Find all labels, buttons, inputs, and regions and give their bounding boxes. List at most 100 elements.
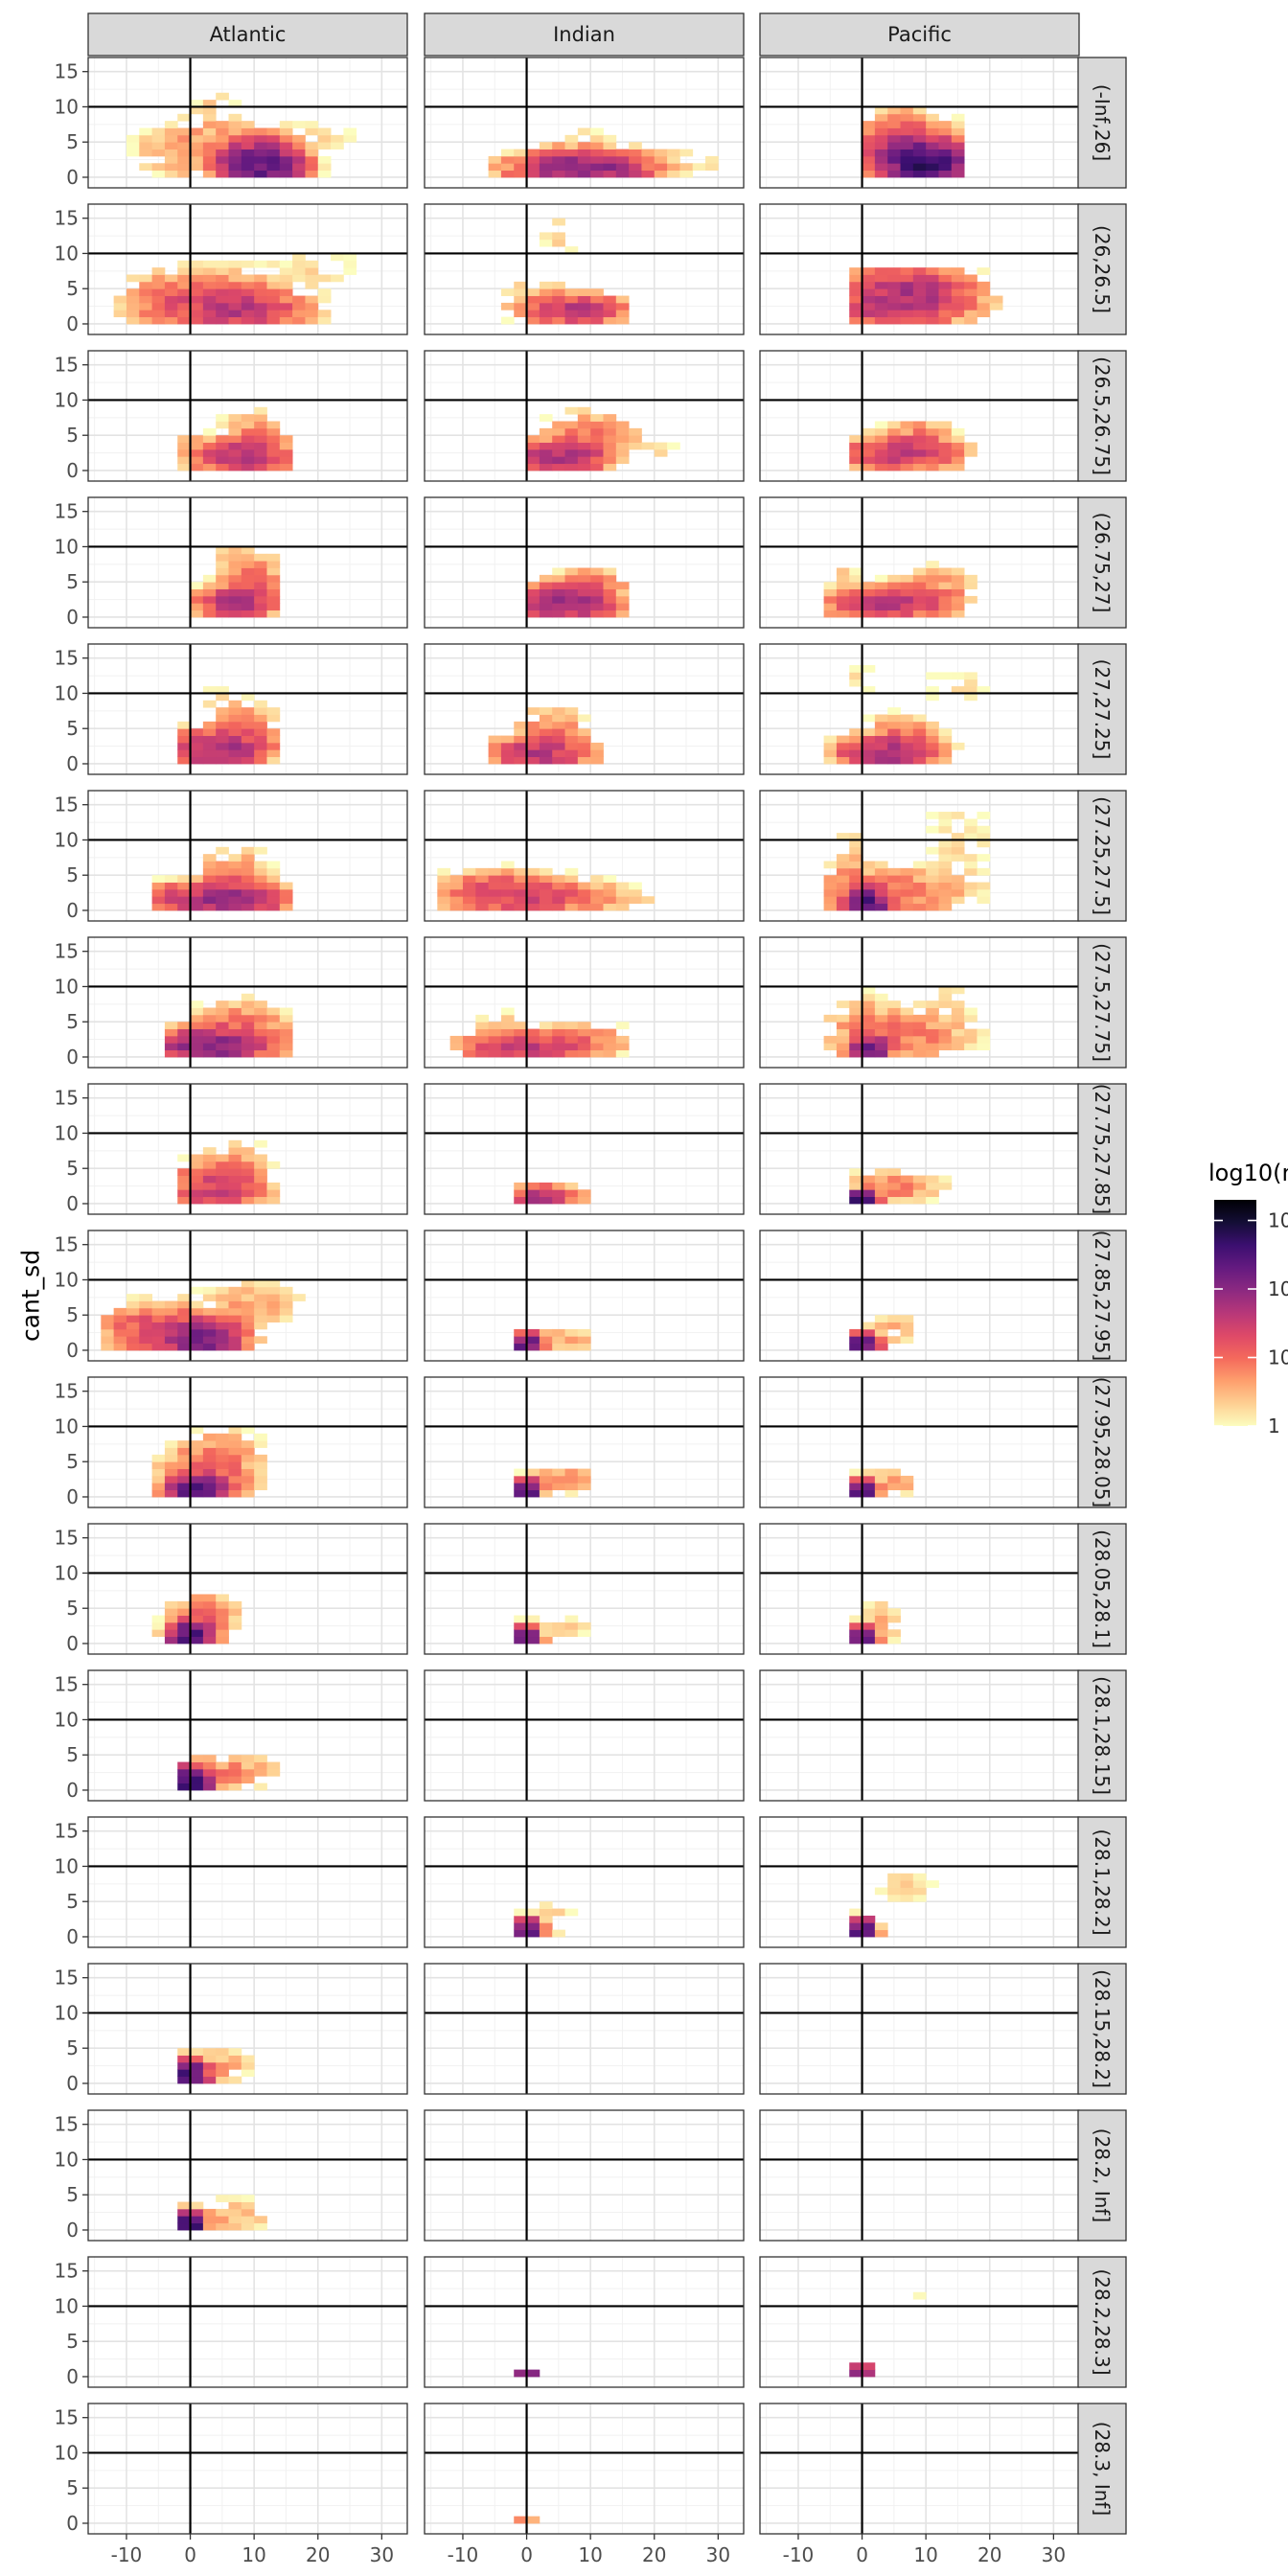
heatmap-tile — [177, 1300, 191, 1309]
y-tick-label: 5 — [66, 277, 79, 300]
heatmap-tile — [912, 756, 927, 765]
heatmap-tile — [564, 1622, 579, 1630]
heatmap-tile — [564, 875, 579, 883]
legend-colorbar — [1214, 1200, 1256, 1426]
heatmap-tile — [951, 1028, 965, 1037]
heatmap-tile — [539, 756, 553, 765]
heatmap-tile — [564, 610, 579, 618]
heatmap-tile — [849, 854, 862, 862]
heatmap-tile — [887, 1000, 901, 1008]
heatmap-tile — [241, 728, 255, 736]
heatmap-tile — [216, 846, 229, 855]
heatmap-tile — [849, 1196, 862, 1205]
heatmap-tile — [964, 833, 978, 840]
heatmap-tile — [190, 1768, 204, 1777]
heatmap-tile — [849, 840, 862, 848]
heatmap-tile — [887, 1043, 901, 1051]
heatmap-tile — [331, 253, 344, 262]
heatmap-tile — [862, 1000, 876, 1008]
heatmap-tiles — [849, 1600, 901, 1644]
heatmap-tile — [177, 735, 191, 744]
heatmap-tile — [343, 267, 357, 275]
heatmap-tile — [849, 582, 862, 589]
heatmap-tile — [577, 735, 591, 744]
y-tick-label: 5 — [66, 1010, 79, 1033]
heatmap-tile — [228, 714, 242, 723]
heatmap-tile — [266, 582, 281, 589]
panel-atlantic-row-14 — [87, 2109, 408, 2242]
heatmap-tile — [202, 1147, 217, 1155]
heatmap-tile — [151, 882, 166, 890]
heatmap-tile — [874, 121, 888, 128]
heatmap-tile — [590, 742, 604, 750]
row-strip: (27.95,28.05] — [1077, 1376, 1127, 1508]
heatmap-tile — [912, 316, 927, 325]
heatmap-tile — [874, 875, 888, 883]
heatmap-tile — [190, 1007, 204, 1016]
heatmap-tile — [526, 728, 540, 736]
heatmap-tile — [254, 142, 267, 150]
heatmap-tile — [629, 170, 642, 178]
heatmap-tile — [926, 1175, 939, 1184]
heatmap-tile — [823, 588, 838, 597]
heatmap-tile — [900, 1022, 914, 1029]
heatmap-tile — [951, 812, 965, 819]
heatmap-tile — [874, 302, 888, 310]
heatmap-tile — [526, 896, 540, 905]
heatmap-tile — [216, 1043, 229, 1051]
heatmap-tile — [279, 149, 293, 157]
heatmap-tile — [228, 561, 242, 568]
heatmap-tile — [951, 896, 965, 905]
heatmap-tile — [241, 546, 255, 555]
heatmap-tile — [615, 882, 630, 890]
heatmap-tile — [874, 170, 888, 178]
heatmap-tile — [190, 2216, 204, 2224]
heatmap-tile — [977, 310, 991, 318]
heatmap-tile — [202, 310, 217, 318]
heatmap-tile — [139, 127, 152, 136]
heatmap-tile — [177, 274, 191, 283]
heatmap-tile — [190, 260, 204, 268]
heatmap-tile — [887, 867, 901, 876]
heatmap-tile — [526, 295, 540, 304]
heatmap-tile — [912, 155, 927, 164]
heatmap-tile — [654, 155, 668, 164]
heatmap-tile — [190, 2061, 204, 2070]
heatmap-tile — [317, 316, 332, 325]
heatmap-tile — [977, 1043, 991, 1051]
heatmap-tile — [951, 1007, 965, 1016]
heatmap-tile — [241, 2201, 255, 2210]
heatmap-tile — [216, 456, 229, 465]
heatmap-tile — [241, 1007, 255, 1016]
heatmap-tile — [849, 1475, 862, 1484]
heatmap-tile — [552, 749, 565, 758]
heatmap-tile — [216, 142, 229, 150]
heatmap-tile — [241, 861, 255, 869]
heatmap-tile — [951, 742, 965, 750]
panel-pacific-row-11 — [759, 1669, 1080, 1802]
heatmap-tile — [887, 610, 901, 618]
heatmap-tile — [514, 882, 527, 890]
heatmap-tile — [926, 825, 939, 834]
heatmap-tile — [539, 1043, 553, 1051]
heatmap-tile — [202, 867, 217, 876]
heatmap-tile — [964, 678, 978, 687]
heatmap-tile — [874, 1922, 888, 1931]
heatmap-tile — [292, 134, 306, 143]
heatmap-tiles — [177, 406, 293, 472]
y-tick-label: 15 — [55, 354, 79, 377]
row-strip-label: (27.95,28.05] — [1091, 1377, 1114, 1507]
heatmap-tile — [254, 1454, 267, 1462]
heatmap-tile — [836, 854, 850, 862]
heatmap-tile — [202, 875, 217, 883]
heatmap-tile — [874, 427, 888, 436]
heatmap-tile — [488, 155, 502, 164]
heatmap-tile — [964, 1028, 978, 1037]
heatmap-tile — [912, 603, 927, 611]
heatmap-tile — [305, 155, 319, 164]
heatmap-tile — [202, 1014, 217, 1023]
heatmap-tile — [849, 435, 862, 443]
heatmap-tile — [989, 302, 1003, 310]
